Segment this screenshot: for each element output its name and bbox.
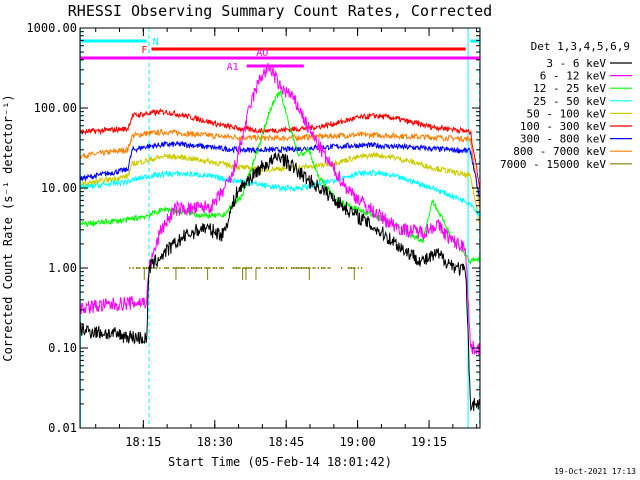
legend-item: 800 - 7000 keV — [513, 145, 632, 158]
legend-label: 50 - 100 keV — [527, 107, 607, 120]
plot-frame — [79, 27, 481, 429]
legend-item: 12 - 25 keV — [533, 82, 632, 95]
flag-bar-n-2 — [470, 39, 480, 43]
x-tick-label: 18:45 — [268, 435, 304, 449]
legend-label: 12 - 25 keV — [533, 82, 606, 95]
y-axis-label: Corrected Count Rate (s⁻¹ detector⁻¹) — [1, 94, 15, 361]
chart-title: RHESSI Observing Summary Count Rates, Co… — [68, 2, 492, 20]
series-7000-15000-kev — [129, 267, 363, 280]
legend-label: 7000 - 15000 keV — [500, 158, 606, 171]
flag-label-f: F — [141, 45, 147, 56]
series-100-300-kev — [80, 107, 480, 190]
series-50-100-kev — [80, 150, 480, 228]
legend-label: 100 - 300 keV — [520, 120, 606, 133]
legend-label: 300 - 800 keV — [520, 133, 606, 146]
legend-label: 800 - 7000 keV — [513, 145, 606, 158]
flag-bar-a1-1 — [246, 64, 304, 68]
x-tick-label: 18:15 — [125, 435, 161, 449]
x-axis: 18:15 18:30 18:45 19:00 19:15 — [95, 28, 478, 449]
plot-area: NF AO A1 — [80, 28, 480, 428]
flag-label-ao: AO — [256, 48, 268, 59]
series-6-12-kev — [80, 63, 480, 356]
y-tick-label: 0.01 — [48, 421, 77, 435]
legend-item: 300 - 800 keV — [520, 133, 632, 146]
flag-label-a1: A1 — [227, 62, 239, 73]
series-25-50-kev — [80, 169, 480, 220]
legend-item: 100 - 300 keV — [520, 120, 632, 133]
legend-item: 6 - 12 keV — [540, 70, 632, 83]
y-tick-label: 10.00 — [41, 181, 77, 195]
x-tick-label: 18:30 — [197, 435, 233, 449]
legend-item: 50 - 100 keV — [527, 107, 632, 120]
legend-label: 3 - 6 keV — [546, 57, 606, 70]
flag-bar-ao-1 — [80, 56, 480, 60]
x-axis-label: Start Time (05-Feb-14 18:01:42) — [168, 455, 392, 469]
flag-bar-f-1 — [151, 47, 466, 51]
x-tick-label: 19:15 — [411, 435, 447, 449]
series-3-6-kev — [80, 152, 480, 412]
legend-item: 25 - 50 keV — [533, 95, 632, 108]
legend-item: 7000 - 15000 keV — [500, 158, 632, 171]
series-800-7000-kev — [80, 128, 480, 210]
footer-date: 19-Oct-2021 17:13 — [554, 467, 636, 476]
y-tick-label: 100.00 — [34, 101, 77, 115]
flag-bar-n-1 — [80, 39, 147, 43]
y-axis: 1000.00 100.00 10.00 1.00 0.10 0.01 — [26, 21, 480, 435]
legend-item: 3 - 6 keV — [546, 57, 632, 70]
y-tick-label: 1000.00 — [26, 21, 77, 35]
y-tick-label: 1.00 — [48, 261, 77, 275]
y-tick-label: 0.10 — [48, 341, 77, 355]
legend-label: 6 - 12 keV — [540, 70, 607, 83]
legend-label: 25 - 50 keV — [533, 95, 606, 108]
flag-label-n: N — [153, 37, 159, 48]
x-tick-label: 19:00 — [340, 435, 376, 449]
series-300-800-kev — [80, 140, 480, 203]
legend-title: Det 1,3,4,5,6,9 — [531, 40, 630, 53]
